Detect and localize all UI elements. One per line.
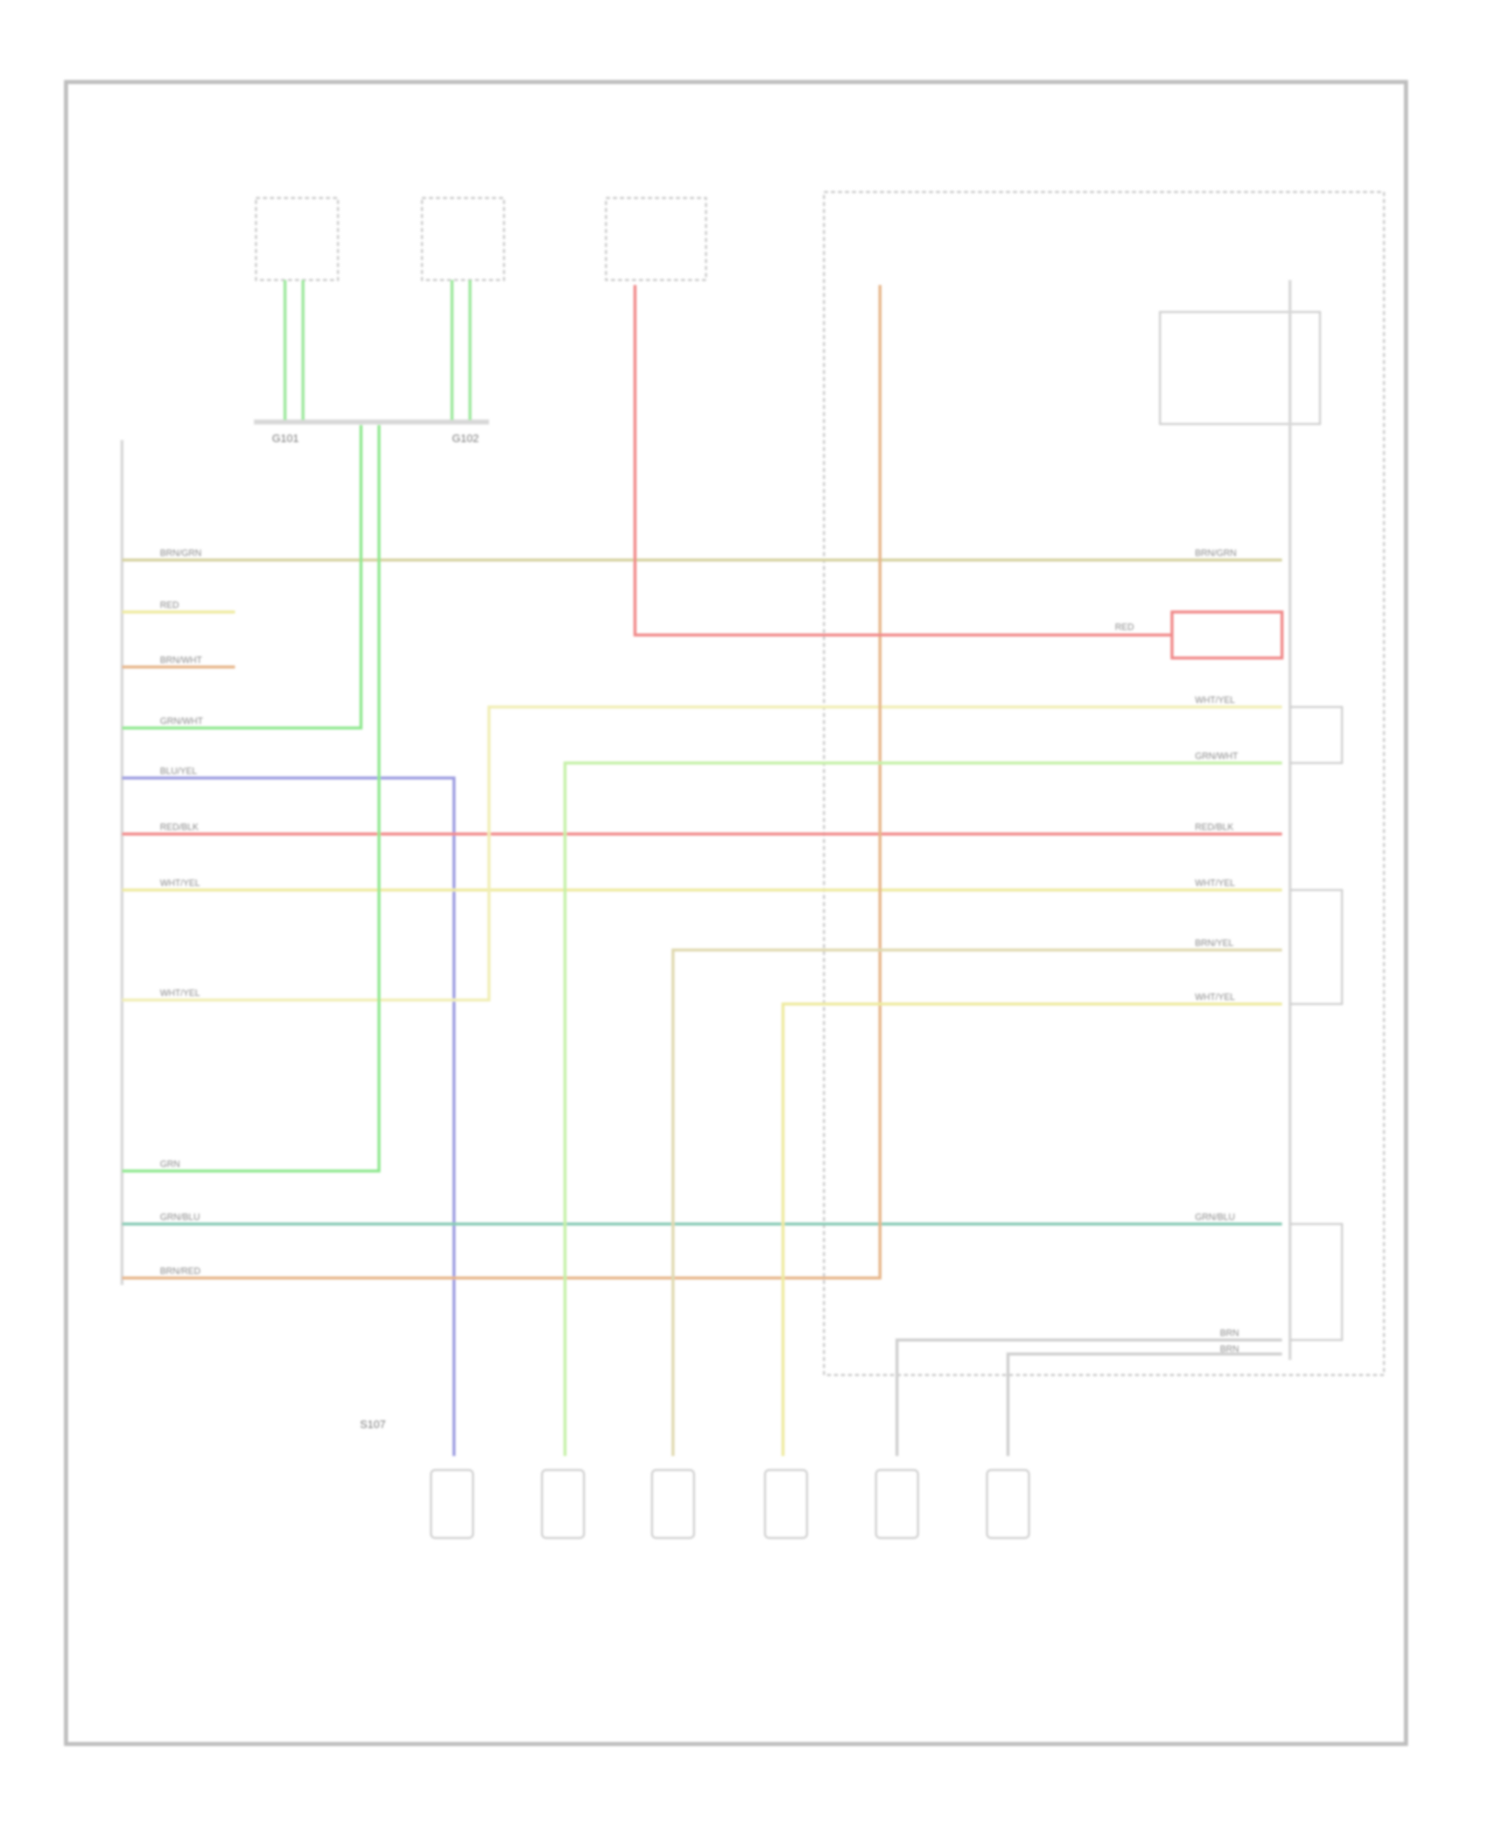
wire-label: BRN/RED <box>160 1266 201 1276</box>
wire-label: BRN/GRN <box>1195 548 1237 558</box>
wire-label: BLU/YEL <box>160 766 197 776</box>
wire-label: RED/BLK <box>1195 822 1234 832</box>
wire-label: GRN/WHT <box>1195 751 1238 761</box>
wire-label: BRN/WHT <box>160 655 202 665</box>
green-drops <box>283 280 472 420</box>
wire-label: GRN/WHT <box>160 716 203 726</box>
wire-label: BRN/GRN <box>160 548 202 558</box>
component-box-1 <box>255 197 339 281</box>
wire-label: GRN/BLU <box>1195 1212 1235 1222</box>
wire-label: WHT/YEL <box>160 878 200 888</box>
wire-label: RED <box>1115 622 1135 632</box>
wire-label: BRN <box>1220 1344 1239 1354</box>
connector-block-top <box>1159 311 1321 425</box>
wire-label: GRN/BLU <box>160 1212 200 1222</box>
jumper-1 <box>1290 706 1343 764</box>
diagram-border <box>64 80 1408 1746</box>
wire-label: BRN/YEL <box>1195 938 1234 948</box>
wire-label: RED <box>160 600 180 610</box>
bus-label-2: G102 <box>452 433 479 445</box>
wire-label: WHT/YEL <box>160 988 200 998</box>
wire-yellow-2 <box>122 705 1282 1002</box>
wire-purple <box>122 776 456 1456</box>
wire-label: WHT/YEL <box>1195 695 1235 705</box>
fuse-box-right <box>823 191 1385 1376</box>
wire-gray-2 <box>1006 1352 1282 1456</box>
wire-red <box>633 285 1172 637</box>
wire-light-green <box>563 761 1282 1456</box>
wire-label: WHT/YEL <box>1195 878 1235 888</box>
wire-yellow-3 <box>781 1002 1282 1456</box>
splice-label: S107 <box>360 1419 386 1431</box>
wire-label: GRN <box>160 1159 180 1169</box>
jumper-2 <box>1290 889 1343 1005</box>
bottom-components <box>430 1469 1030 1539</box>
wire-label: BRN <box>1220 1328 1239 1338</box>
wire-green-2 <box>122 425 381 1173</box>
wire-orange <box>122 285 882 1280</box>
red-connector <box>1170 610 1284 660</box>
bus-label-1: G101 <box>272 433 299 445</box>
switch-box <box>605 197 707 281</box>
wire-label: WHT/YEL <box>1195 992 1235 1002</box>
wire-green-1 <box>122 425 363 730</box>
component-box-2 <box>421 197 505 281</box>
wire-tan-2 <box>671 948 1282 1456</box>
wire-gray-1 <box>895 1338 1282 1456</box>
jumper-3 <box>1290 1223 1343 1341</box>
wire-label: RED/BLK <box>160 822 199 832</box>
